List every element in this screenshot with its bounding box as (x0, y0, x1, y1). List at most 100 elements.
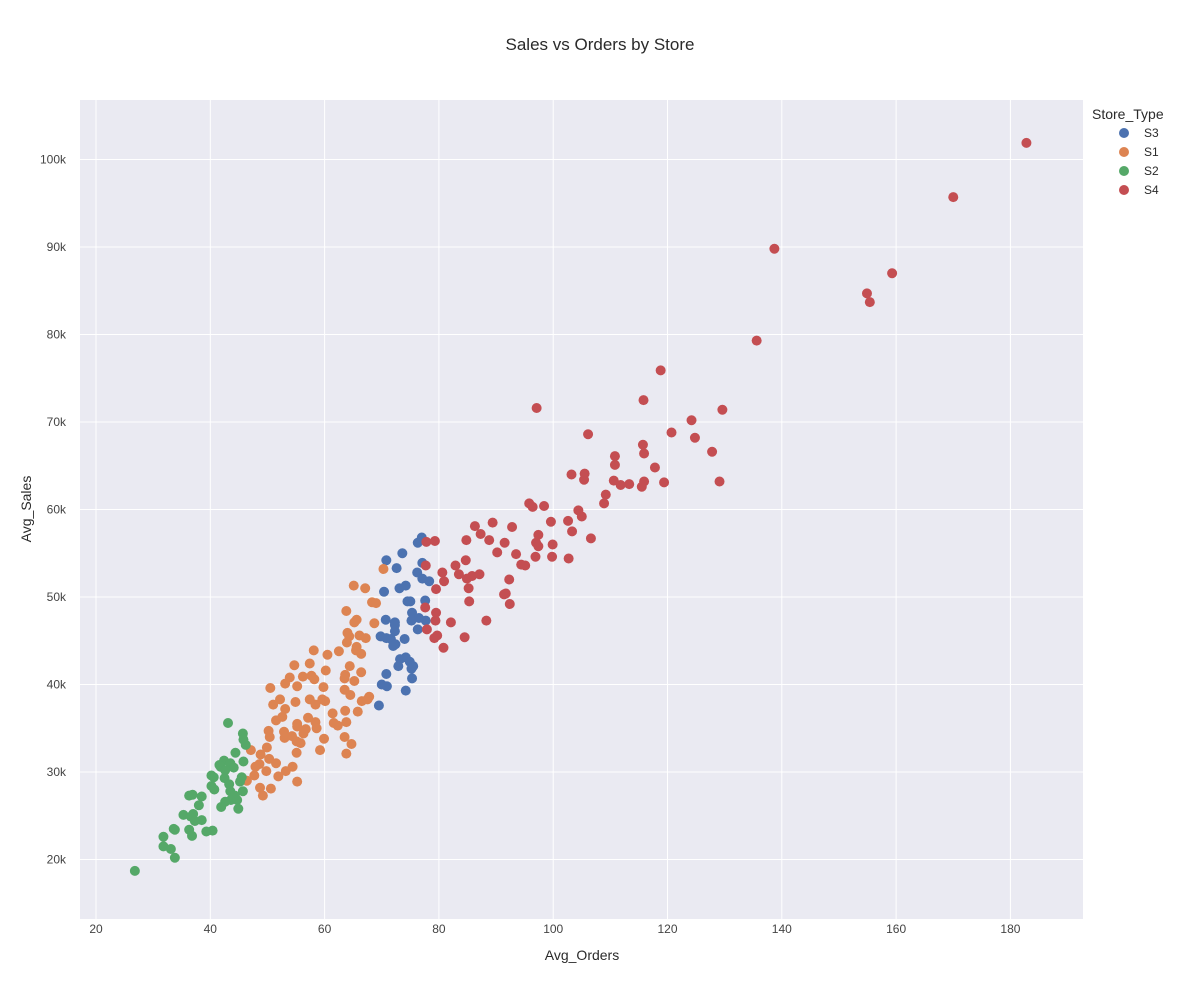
scatter-point[interactable] (420, 560, 431, 571)
scatter-point[interactable] (948, 192, 959, 203)
scatter-point[interactable] (864, 297, 875, 308)
scatter-point[interactable] (439, 576, 450, 587)
scatter-point[interactable] (609, 451, 620, 462)
scatter-point[interactable] (169, 852, 180, 863)
scatter-point[interactable] (381, 555, 392, 566)
scatter-point[interactable] (240, 739, 251, 750)
scatter-point[interactable] (406, 663, 417, 674)
scatter-point[interactable] (333, 646, 344, 657)
scatter-point[interactable] (547, 539, 558, 550)
scatter-point[interactable] (399, 634, 410, 644)
scatter-point[interactable] (187, 830, 198, 841)
scatter-point[interactable] (237, 786, 248, 797)
scatter-point[interactable] (209, 784, 220, 795)
scatter-point[interactable] (686, 415, 697, 426)
scatter-point[interactable] (238, 756, 249, 767)
scatter-point[interactable] (233, 803, 244, 814)
scatter-point[interactable] (295, 738, 306, 749)
scatter-point[interactable] (520, 560, 531, 571)
scatter-point[interactable] (420, 615, 431, 626)
scatter-point[interactable] (599, 498, 610, 509)
scatter-point[interactable] (339, 673, 350, 684)
scatter-point[interactable] (318, 682, 329, 693)
scatter-point[interactable] (484, 535, 495, 546)
scatter-point[interactable] (339, 732, 350, 742)
scatter-point[interactable] (196, 791, 207, 802)
scatter-point[interactable] (406, 615, 417, 626)
scatter-point[interactable] (566, 469, 577, 480)
scatter-point[interactable] (165, 844, 176, 854)
scatter-point[interactable] (511, 549, 522, 560)
scatter-point[interactable] (319, 733, 330, 744)
scatter-point[interactable] (223, 718, 234, 728)
scatter-point[interactable] (567, 526, 578, 537)
scatter-point[interactable] (265, 783, 276, 794)
scatter-point[interactable] (268, 699, 279, 710)
scatter-point[interactable] (220, 765, 231, 776)
scatter-point[interactable] (322, 649, 333, 660)
scatter-point[interactable] (407, 607, 418, 618)
scatter-point[interactable] (388, 641, 399, 651)
scatter-point[interactable] (461, 573, 472, 584)
scatter-point[interactable] (431, 607, 442, 618)
scatter-point[interactable] (530, 551, 541, 562)
scatter-point[interactable] (341, 717, 352, 728)
scatter-point[interactable] (303, 712, 314, 723)
scatter-point[interactable] (230, 747, 241, 758)
scatter-point[interactable] (639, 448, 650, 459)
scatter-point[interactable] (887, 268, 898, 279)
scatter-point[interactable] (380, 614, 391, 625)
scatter-point[interactable] (430, 615, 441, 626)
scatter-point[interactable] (421, 624, 432, 635)
scatter-point[interactable] (492, 547, 503, 558)
scatter-point[interactable] (615, 480, 626, 490)
scatter-point[interactable] (232, 795, 243, 805)
scatter-point[interactable] (292, 721, 303, 732)
scatter-point[interactable] (769, 243, 780, 254)
scatter-point[interactable] (624, 479, 635, 490)
scatter-point[interactable] (371, 598, 382, 609)
scatter-point[interactable] (298, 728, 309, 739)
scatter-point[interactable] (216, 802, 227, 812)
scatter-point[interactable] (481, 615, 492, 626)
scatter-point[interactable] (344, 661, 355, 672)
scatter-point[interactable] (438, 642, 449, 653)
scatter-point[interactable] (304, 658, 315, 669)
scatter-point[interactable] (487, 517, 498, 528)
scatter-point[interactable] (297, 671, 308, 682)
scatter-point[interactable] (341, 606, 352, 616)
scatter-point[interactable] (261, 742, 272, 753)
scatter-point[interactable] (453, 569, 464, 580)
scatter-point[interactable] (187, 789, 198, 800)
scatter-point[interactable] (320, 665, 331, 676)
scatter-point[interactable] (475, 529, 486, 539)
scatter-point[interactable] (346, 739, 357, 749)
scatter-point[interactable] (264, 732, 275, 742)
scatter-point[interactable] (527, 501, 538, 512)
scatter-point[interactable] (637, 439, 648, 450)
scatter-point[interactable] (400, 685, 411, 696)
scatter-point[interactable] (310, 699, 321, 710)
scatter-point[interactable] (585, 533, 596, 544)
scatter-point[interactable] (378, 564, 389, 574)
legend-item-s4[interactable]: S4 (1119, 183, 1159, 197)
scatter-point[interactable] (563, 515, 574, 526)
scatter-point[interactable] (356, 648, 367, 659)
scatter-point[interactable] (168, 823, 179, 834)
scatter-point[interactable] (437, 567, 448, 578)
scatter-point[interactable] (1021, 137, 1032, 148)
scatter-point[interactable] (379, 586, 390, 597)
scatter-point[interactable] (279, 732, 290, 743)
scatter-point[interactable] (649, 462, 660, 473)
scatter-point[interactable] (751, 335, 762, 346)
scatter-point[interactable] (228, 762, 239, 773)
scatter-point[interactable] (201, 826, 212, 837)
legend-item-s2[interactable]: S2 (1119, 164, 1159, 178)
scatter-point[interactable] (459, 632, 470, 643)
scatter-point[interactable] (707, 446, 718, 457)
scatter-point[interactable] (402, 596, 413, 607)
scatter-point[interactable] (158, 831, 169, 842)
scatter-point[interactable] (327, 708, 338, 719)
scatter-point[interactable] (341, 637, 352, 648)
scatter-point[interactable] (320, 696, 331, 707)
